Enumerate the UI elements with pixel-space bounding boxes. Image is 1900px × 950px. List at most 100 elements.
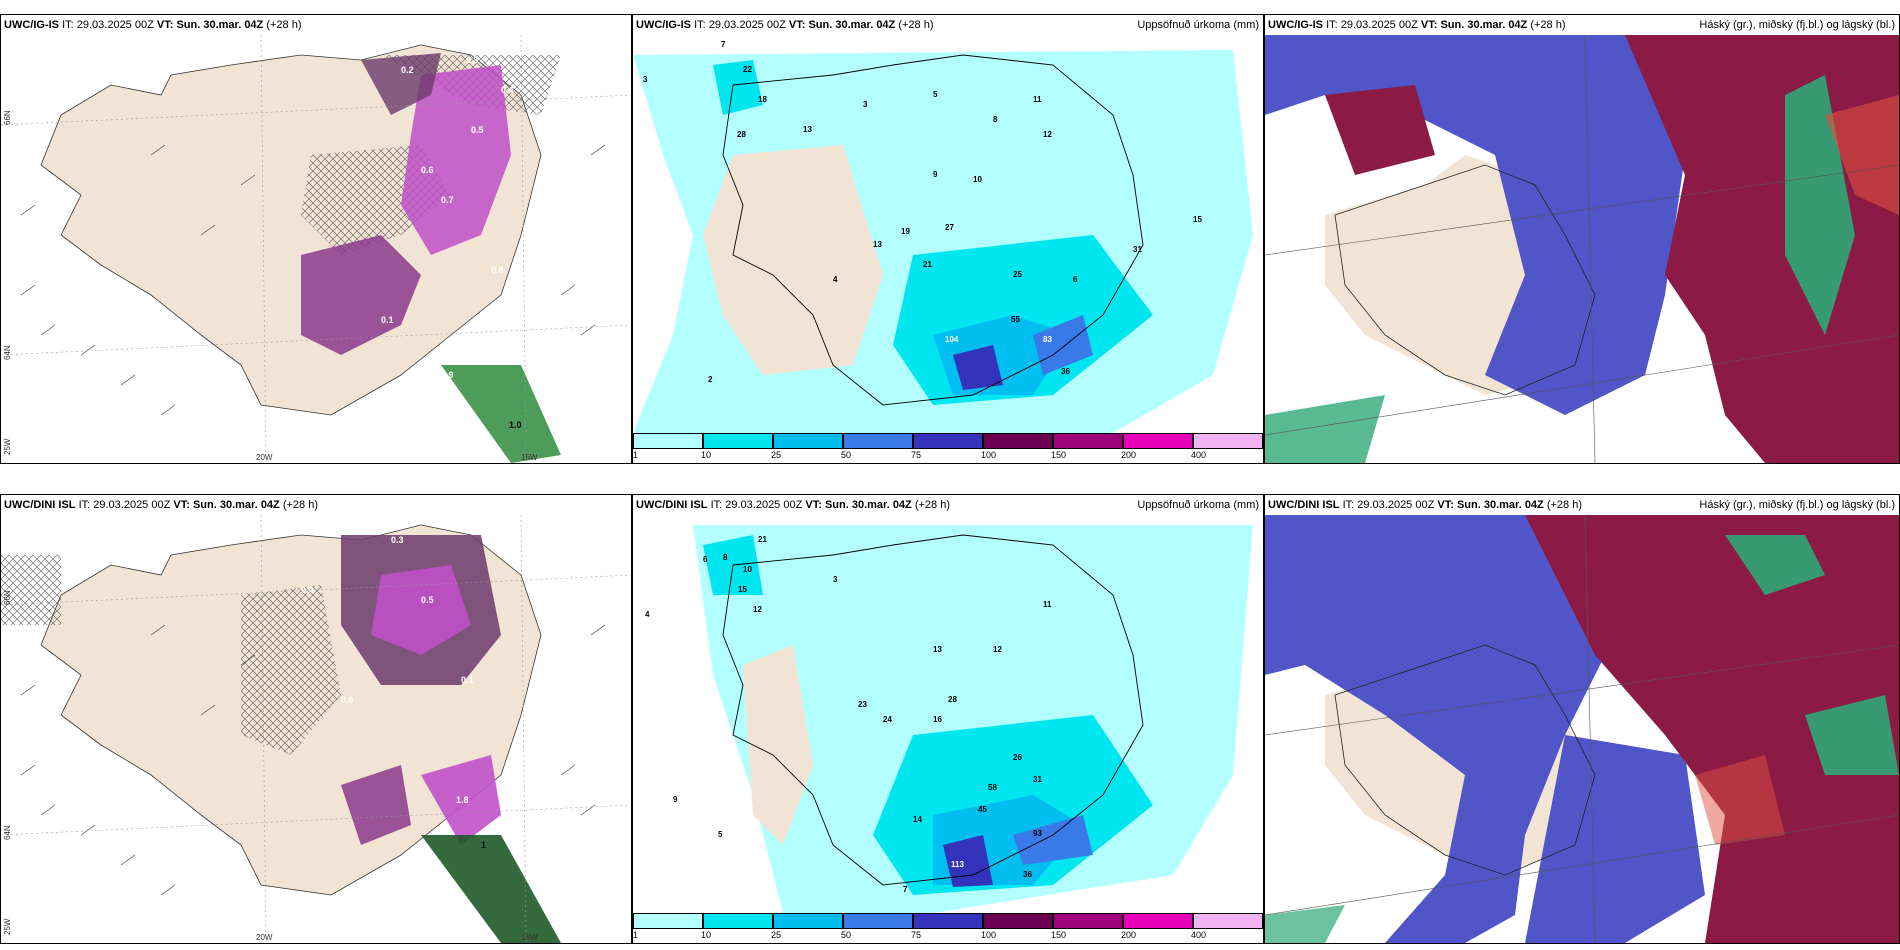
red-fringe: [1695, 755, 1785, 845]
lead-time: (+28 h): [914, 499, 951, 511]
colorbar-swatch: [773, 433, 843, 449]
colorbar-swatch: [773, 913, 843, 929]
colorbar-swatch: [633, 913, 703, 929]
panel-header: UWC/IG-IS IT: 29.03.2025 00Z VT: Sun. 30…: [1, 15, 631, 35]
low-cloud: [1265, 35, 1685, 415]
colorbar-label: 400: [1191, 930, 1207, 940]
value-label: 25: [1013, 270, 1022, 279]
lat-label: 64N: [3, 345, 12, 360]
it-value: 29.03.2025 00Z: [1357, 499, 1435, 511]
model-name: UWC/IG-IS: [1268, 19, 1323, 31]
coastline: [1334, 644, 1596, 876]
colorbar-label: 100: [981, 450, 997, 460]
value-label: 58: [988, 783, 997, 792]
value-label: 13: [803, 125, 812, 134]
lead-time: (+28 h): [266, 19, 302, 31]
colorbar-swatch: [703, 433, 773, 449]
value-label: 55: [1011, 315, 1020, 324]
cloud-cover-map: [1265, 515, 1899, 943]
mid-cloud: [1325, 85, 1435, 175]
value-label: 83: [1043, 335, 1052, 344]
lead-time: (+28 h): [898, 19, 934, 31]
lat-label: 25W: [3, 438, 12, 455]
snow-region: [371, 565, 471, 655]
value-label: 11: [1043, 600, 1052, 609]
coastline: [722, 534, 1144, 886]
value-label: 5: [933, 90, 938, 99]
value-label: 36: [1061, 367, 1070, 376]
it-value: 29.03.2025 00Z: [725, 499, 803, 511]
lat-label: 66N: [3, 110, 12, 125]
value-label: 0.4: [301, 585, 314, 595]
precip-value-labels: 6 8 10 15 12 21 4 3 23 24 13 12 16 28 11…: [633, 515, 1263, 913]
colorbar-swatch: [1193, 913, 1263, 929]
model-name: UWC/DINI ISL: [636, 499, 708, 511]
hatched-area: [241, 585, 341, 755]
lat-label: 25W: [3, 918, 12, 935]
red-fringe: [1825, 95, 1899, 215]
value-label: 93: [1033, 829, 1042, 838]
lon-label: 20W: [256, 453, 273, 462]
value-label: 6: [1073, 275, 1078, 284]
value-label: 19: [901, 227, 910, 236]
low-cloud: [1265, 515, 1605, 943]
value-label: 22: [743, 65, 752, 74]
colorbar-swatch: [983, 913, 1053, 929]
value-label: 0.8: [491, 265, 504, 275]
model-name: UWC/DINI ISL: [4, 499, 76, 511]
low-cloud: [1525, 735, 1705, 943]
value-label: 12: [993, 645, 1002, 654]
colorbar-label: 50: [841, 450, 852, 460]
vt-label: VT:: [805, 499, 822, 511]
colorbar-label: 1: [633, 450, 639, 460]
it-value: 29.03.2025 00Z: [708, 19, 786, 31]
mid-cloud: [1525, 515, 1899, 943]
grid-lines: [1, 515, 631, 943]
panel-header: UWC/DINI ISL IT: 29.03.2025 00Z VT: Sun.…: [1, 495, 631, 515]
value-label: 21: [923, 260, 932, 269]
colorbar-swatch: [983, 433, 1053, 449]
value-label: 11: [1033, 95, 1042, 104]
colorbar-label: 10: [701, 930, 712, 940]
lon-label: 15W: [521, 453, 538, 462]
value-label: 14: [913, 815, 922, 824]
value-label: 0.6: [421, 165, 434, 175]
vt-label: VT:: [156, 19, 174, 31]
colorbar-label: 200: [1121, 930, 1137, 940]
precip-accumulation-map: [633, 35, 1263, 433]
land-dry: [743, 645, 813, 845]
value-label: 4: [833, 275, 838, 284]
vt-label: VT:: [173, 499, 190, 511]
value-label: 15: [1193, 215, 1202, 224]
snow-region: [421, 755, 501, 845]
value-label: 0.1: [461, 675, 474, 685]
vt-value: Sun. 30.mar. 04Z: [192, 499, 280, 511]
precip-heavy-area: [1033, 315, 1093, 375]
value-label: 1: [481, 840, 487, 850]
value-label: 6: [703, 555, 708, 564]
colorbar-swatch: [913, 913, 983, 929]
colorbar-label: 150: [1051, 930, 1067, 940]
colorbar-swatch: [1123, 913, 1193, 929]
precip-type-map: [1, 515, 631, 943]
value-labels: 0.2 0.3 0.4 0.5 0.6 1.8 1 0.1: [1, 495, 631, 943]
map-title: Háský (gr.), miðský (fj.bl.) og lágský (…: [1699, 19, 1895, 31]
map-title: Uppsöfnuð úrkoma (mm): [1137, 19, 1259, 31]
value-label: 36: [1023, 870, 1032, 879]
rain-region: [441, 365, 561, 463]
vt-value: Sun. 30.mar. 04Z: [1440, 19, 1528, 31]
vt-label: VT:: [1420, 19, 1438, 31]
value-label: 0.3: [466, 55, 479, 65]
value-label: 10: [743, 565, 752, 574]
grid-lines: [1265, 35, 1899, 463]
colorbar-label: 400: [1191, 450, 1207, 460]
model-name: UWC/IG-IS: [636, 19, 691, 31]
value-label: 45: [978, 805, 987, 814]
vt-value: Sun. 30.mar. 04Z: [176, 19, 264, 31]
panel-row1-right: UWC/IG-IS IT: 29.03.2025 00Z VT: Sun. 30…: [1264, 14, 1900, 464]
value-label: 2: [708, 375, 713, 384]
value-label: 21: [758, 535, 767, 544]
it-value: 29.03.2025 00Z: [76, 19, 154, 31]
value-label: 15: [738, 585, 747, 594]
value-label: 16: [933, 715, 942, 724]
